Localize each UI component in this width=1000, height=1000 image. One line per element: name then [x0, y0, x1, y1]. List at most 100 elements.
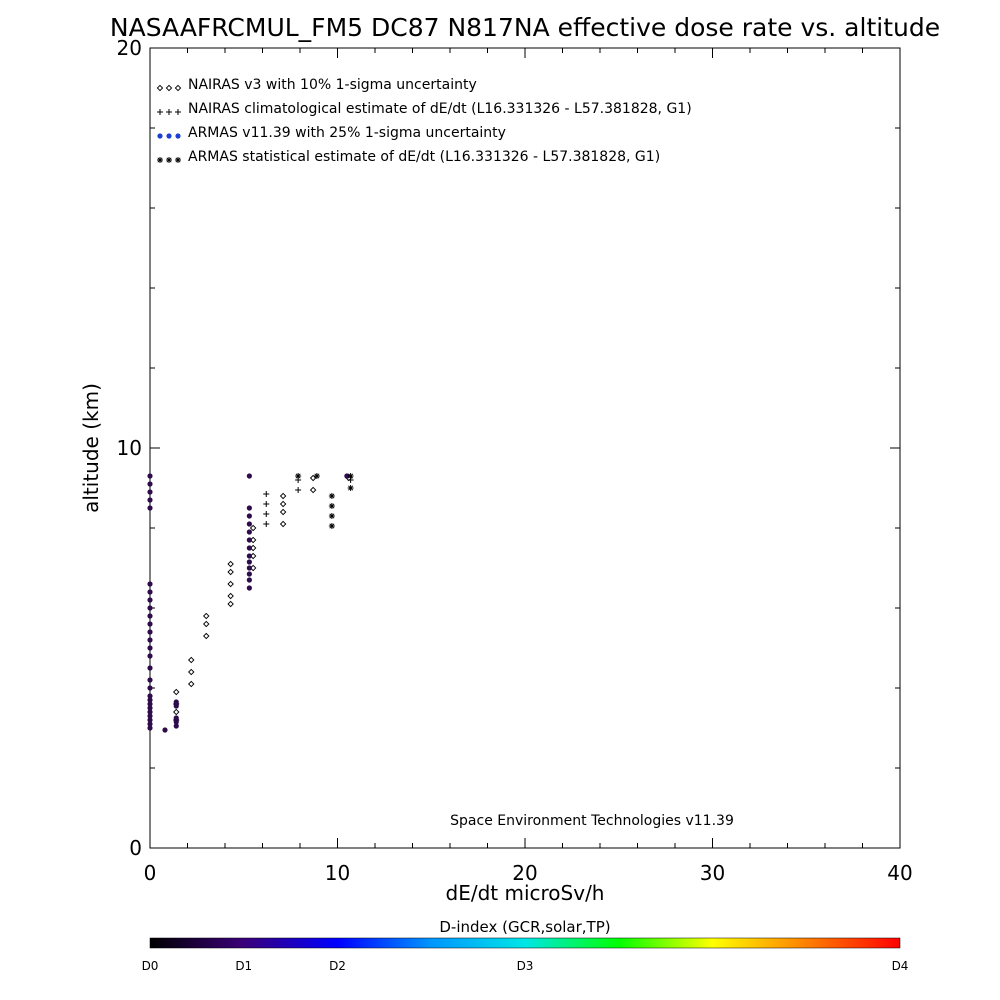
series-1: [173, 474, 352, 724]
legend-symbol: [166, 133, 172, 139]
data-point: [347, 485, 354, 491]
data-point: [249, 524, 257, 532]
data-point: [263, 521, 270, 527]
data-point: [328, 523, 335, 529]
data-point: [147, 581, 153, 587]
data-point: [246, 565, 252, 571]
legend-symbol: [165, 84, 173, 92]
data-point: [147, 693, 153, 699]
data-point: [227, 580, 234, 588]
data-point: [147, 489, 153, 495]
legend-symbol: [175, 133, 181, 139]
data-point: [203, 620, 210, 628]
data-point: [344, 473, 350, 479]
colorbar-label: D0: [142, 959, 159, 973]
legend-symbol: [175, 157, 181, 163]
data-point: [173, 715, 179, 721]
data-point: [147, 473, 153, 479]
legend-symbol: [156, 84, 164, 92]
data-point: [147, 705, 153, 711]
legend-symbol: [175, 109, 181, 115]
data-point: [147, 665, 153, 671]
x-tick-label: 40: [887, 861, 912, 885]
data-point: [147, 697, 153, 703]
legend-label: NAIRAS v3 with 10% 1-sigma uncertainty: [188, 77, 477, 93]
data-point: [246, 585, 252, 591]
data-point: [188, 668, 195, 676]
data-point: [227, 560, 234, 568]
data-point: [147, 621, 153, 627]
legend-label: ARMAS v11.39 with 25% 1-sigma uncertaint…: [188, 125, 506, 141]
data-point: [246, 537, 252, 543]
series-3: [147, 473, 350, 733]
data-point: [147, 505, 153, 511]
data-point: [246, 521, 252, 527]
credit-annotation: Space Environment Technologies v11.39: [450, 813, 734, 829]
y-axis-label: altitude (km): [79, 383, 103, 513]
data-point: [246, 529, 252, 535]
data-point: [147, 605, 153, 611]
data-point: [147, 613, 153, 619]
data-point: [147, 653, 153, 659]
chart-title: NASAAFRCMUL_FM5 DC87 N817NA effective do…: [110, 13, 940, 42]
colorbar-labels: D0 D1 D2 D3 D4: [142, 959, 909, 973]
data-point: [246, 505, 252, 511]
data-point: [263, 511, 270, 517]
data-point: [279, 492, 287, 500]
data-point: [263, 501, 270, 507]
data-point: [246, 577, 252, 583]
data-point: [173, 708, 180, 716]
data-point: [347, 473, 354, 479]
data-point: [246, 553, 252, 559]
legend-symbol: [157, 157, 163, 163]
legend-entry: ARMAS v11.39 with 25% 1-sigma uncertaint…: [157, 125, 506, 141]
data-point: [147, 685, 153, 691]
data-point: [309, 474, 317, 482]
data-point: [328, 493, 335, 499]
data-point: [295, 487, 302, 493]
legend-symbol: [166, 109, 172, 115]
tick-labels: 0 10 20 30 40 0 10 20: [117, 36, 913, 885]
legend-label: ARMAS statistical estimate of dE/dt (L16…: [188, 149, 660, 165]
data-point: [328, 503, 335, 509]
plot-frame: [149, 47, 901, 849]
x-tick-label: 20: [512, 861, 537, 885]
legend-symbol: [174, 84, 182, 92]
data-point: [246, 473, 252, 479]
legend-label: NAIRAS climatological estimate of dE/dt …: [188, 101, 692, 117]
data-points: [147, 473, 354, 733]
data-point: [147, 717, 153, 723]
legend-entry: NAIRAS v3 with 10% 1-sigma uncertainty: [156, 77, 477, 93]
data-point: [279, 500, 287, 508]
data-point: [147, 701, 153, 707]
data-point: [246, 545, 252, 551]
data-point: [227, 600, 234, 608]
data-point: [173, 699, 179, 705]
y-tick-label: 0: [129, 836, 142, 860]
x-axis-label: dE/dt microSv/h: [446, 881, 605, 905]
data-point: [279, 508, 287, 516]
data-point: [313, 473, 320, 479]
data-point: [147, 725, 153, 731]
x-tick-label: 0: [144, 861, 157, 885]
data-point: [147, 721, 153, 727]
colorbar: [149, 937, 901, 949]
data-point: [279, 520, 287, 528]
data-point: [173, 723, 179, 729]
data-point: [246, 571, 252, 577]
data-point: [246, 559, 252, 565]
legend-symbol: [157, 109, 163, 115]
series-2: [263, 477, 354, 527]
data-point: [203, 612, 210, 620]
data-point: [173, 703, 179, 709]
colorbar-title: D-index (GCR,solar,TP): [439, 918, 610, 936]
legend: NAIRAS v3 with 10% 1-sigma uncertainty NA…: [156, 77, 692, 165]
colorbar-label: D4: [892, 959, 909, 973]
y-tick-label: 10: [117, 436, 142, 460]
y-tick-label: 20: [117, 36, 142, 60]
legend-entry: NAIRAS climatological estimate of dE/dt …: [157, 101, 692, 117]
data-point: [246, 513, 252, 519]
axis-ticks: [149, 47, 901, 849]
data-point: [173, 719, 179, 725]
